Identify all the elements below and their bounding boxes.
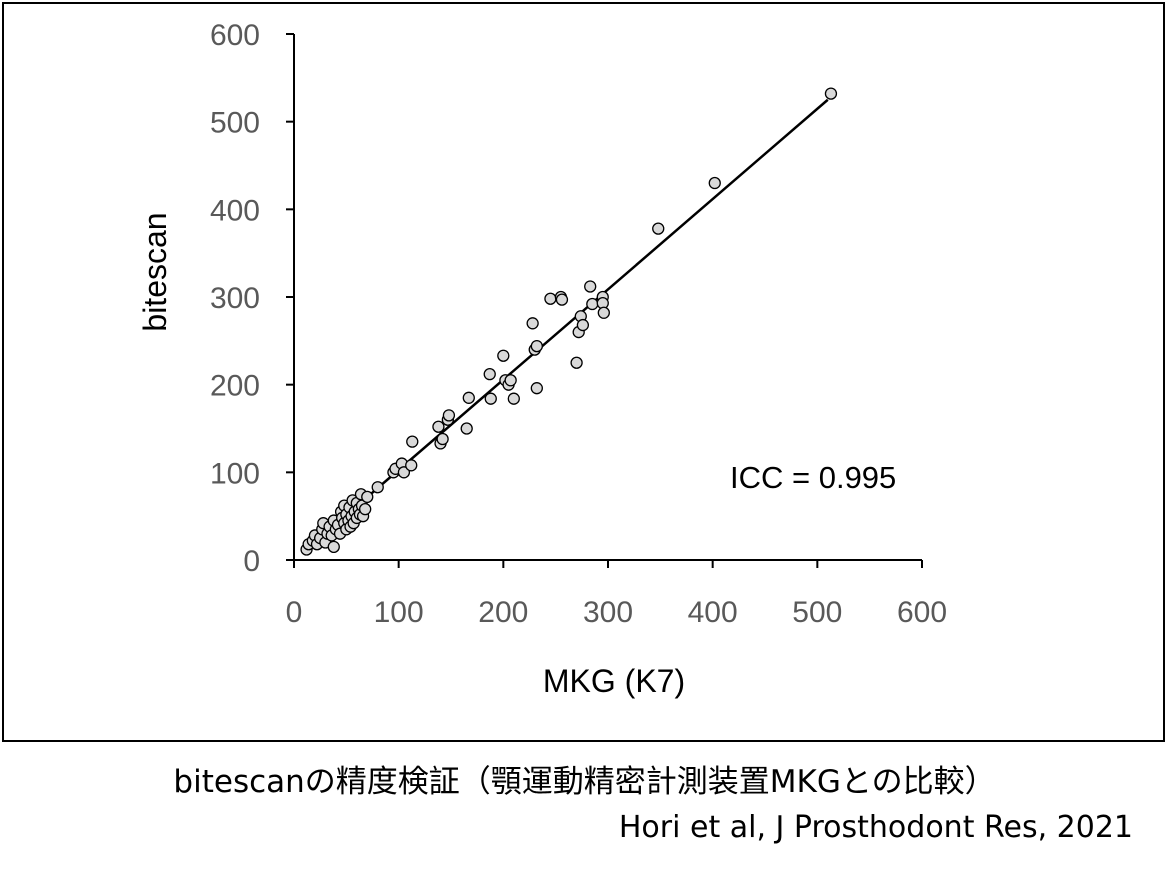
data-point: [584, 280, 597, 293]
scatter-chart: 0 100 200 300 400 500 600 0 100 200 300 400 500 600 M…: [137, 19, 947, 699]
data-point: [462, 391, 475, 404]
data-point: [555, 293, 569, 306]
x-tick-label: 400: [688, 596, 738, 629]
data-points: [300, 87, 838, 556]
x-tick-label: 0: [286, 596, 303, 629]
tick-labels: 0 100 200 300 400 500 600 0 100 200 300 400 500 600: [210, 19, 947, 629]
data-point: [504, 374, 517, 387]
y-tick-label: 400: [210, 194, 260, 227]
data-point: [484, 392, 497, 405]
data-point: [530, 339, 543, 353]
figure-caption: bitescanの精度検証（顎運動精密計測装置MKGとの比較）: [173, 764, 996, 800]
x-tick-label: 100: [374, 596, 424, 629]
data-point: [460, 422, 473, 435]
data-point: [397, 466, 411, 479]
data-point: [405, 459, 418, 472]
y-tick-label: 200: [210, 370, 260, 403]
data-point: [371, 481, 384, 494]
y-tick-label: 100: [210, 457, 260, 490]
data-point: [442, 409, 456, 422]
data-point: [436, 432, 449, 446]
data-point: [483, 367, 496, 381]
data-point: [497, 349, 510, 362]
x-axis-label: MKG (K7): [543, 663, 685, 699]
data-point: [327, 540, 340, 553]
data-point: [597, 306, 610, 319]
data-point: [586, 297, 599, 311]
data-point: [824, 87, 838, 100]
data-point: [507, 392, 520, 405]
data-point: [406, 435, 419, 448]
data-point: [708, 176, 721, 190]
data-point: [530, 382, 543, 395]
data-point: [432, 420, 445, 433]
y-tick-label: 500: [210, 107, 260, 140]
x-tick-label: 600: [897, 596, 947, 629]
data-point: [576, 318, 590, 332]
data-point: [652, 222, 665, 235]
axes: [286, 33, 923, 568]
x-tick-label: 300: [583, 596, 633, 629]
y-tick-label: 0: [243, 545, 260, 578]
data-point: [361, 490, 374, 504]
icc-annotation: ICC = 0.995: [730, 460, 896, 495]
data-point: [570, 356, 583, 369]
y-axis-label: bitescan: [137, 212, 173, 331]
citation: Hori et al, J Prosthodont Res, 2021: [618, 810, 1133, 845]
figure-frame: 0 100 200 300 400 500 600 0 100 200 300 400 500 600 M…: [2, 2, 1165, 742]
x-tick-label: 500: [792, 596, 842, 629]
data-point: [359, 503, 372, 516]
y-tick-label: 300: [210, 282, 260, 315]
data-point: [544, 292, 557, 305]
y-tick-label: 600: [210, 19, 260, 52]
data-point: [526, 317, 539, 330]
x-tick-label: 200: [478, 596, 528, 629]
